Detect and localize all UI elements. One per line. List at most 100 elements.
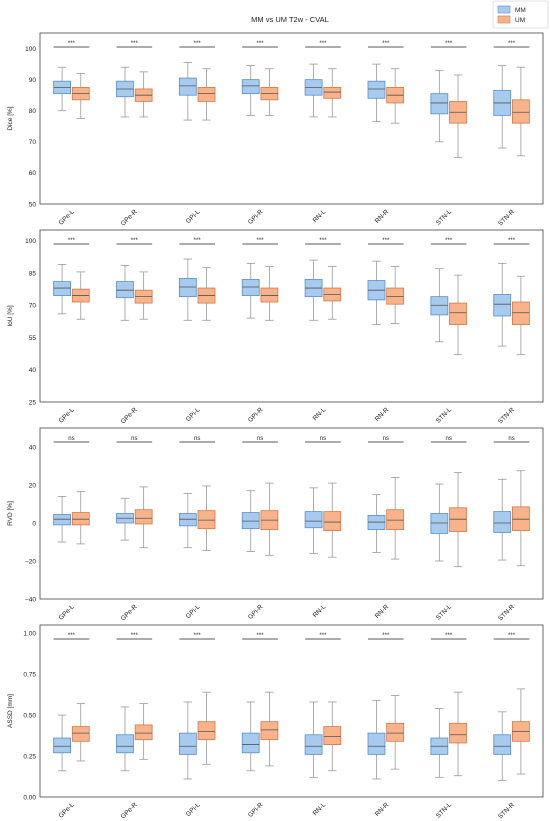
y-tick-label: 0.00 [23, 794, 36, 801]
box-um-rn-r [386, 476, 405, 560]
x-tick-label-stn-l: STN-L [435, 208, 454, 227]
box-iqr [512, 506, 530, 532]
box-iqr [449, 722, 467, 744]
significance-label-gpi-r: ns [257, 436, 263, 442]
figure-title: MM vs UM T2w - CVAL [251, 15, 329, 24]
plot-frame [39, 427, 544, 600]
y-tick-label: 70 [29, 139, 37, 146]
box-um-rn-r [386, 695, 405, 770]
box-iqr [197, 510, 216, 530]
y-tick-label: −40 [25, 596, 36, 603]
x-tick-label-gpe-r: GPe-R [120, 801, 139, 820]
box-mm-rn-l [304, 63, 323, 118]
plot-frame [39, 32, 544, 205]
legend-label-mm: MM [515, 7, 526, 14]
box-mm-stn-l [430, 708, 449, 778]
box-um-gpi-r [260, 482, 279, 556]
box-um-gpe-r [134, 71, 153, 118]
plot-frame [39, 624, 544, 798]
y-tick-label: 0 [32, 520, 36, 527]
y-tick-label: 40 [29, 367, 37, 374]
y-tick-label: 25 [29, 399, 37, 406]
box-um-gpe-r [134, 271, 153, 320]
y-tick-label: 80 [29, 108, 37, 115]
y-axis-label: ASSD [mm] [7, 694, 14, 728]
box-iqr [430, 296, 449, 316]
y-tick-label: 85 [29, 270, 37, 277]
x-tick-label-gpi-r: GPi-R [247, 603, 265, 621]
significance-label-gpi-l: *** [194, 238, 202, 244]
box-um-gpe-l [71, 491, 90, 545]
box-mm-stn-r [493, 478, 512, 561]
box-um-gpi-l [197, 485, 216, 551]
significance-label-stn-r: *** [508, 41, 516, 47]
panel-assd-mm-: 0.00 0.25 0.50 0.75 1.00 ASSD [mm] GPe-L *** GPe… [7, 624, 544, 820]
significance-label-gpe-r: *** [131, 41, 139, 47]
box-iqr [71, 726, 90, 742]
box-iqr [449, 302, 467, 326]
y-tick-label: 60 [29, 170, 37, 177]
y-axis-label: Dice [%] [7, 106, 14, 130]
chart-panels: 50 60 70 80 90 100 Dice [%] GPe-L *** GPe-R *** GPi… [7, 32, 544, 820]
box-mm-gpi-l [178, 62, 197, 121]
box-iqr [386, 722, 405, 742]
box-um-stn-r [512, 275, 530, 356]
box-mm-gpe-r [116, 265, 134, 321]
box-iqr [197, 87, 216, 102]
y-axis-label: RVD [%] [7, 501, 14, 526]
box-iqr [260, 721, 279, 741]
y-tick-label: 90 [29, 77, 37, 84]
panel-dice-: 50 60 70 80 90 100 Dice [%] GPe-L *** GPe-R *** GPi… [7, 32, 544, 227]
y-tick-label: 20 [29, 482, 37, 489]
x-tick-label-gpe-r: GPe-R [120, 208, 139, 227]
box-iqr [178, 77, 197, 96]
significance-label-rn-l: *** [319, 238, 327, 244]
significance-label-rn-l: *** [319, 41, 327, 47]
box-mm-rn-l [304, 701, 323, 778]
plot-frame [39, 229, 544, 403]
legend: MM UM [492, 0, 549, 29]
box-um-gpe-l [71, 703, 90, 762]
box-iqr [430, 93, 449, 115]
box-um-rn-l [323, 266, 342, 320]
box-um-gpe-r [134, 486, 153, 549]
box-iqr [304, 734, 323, 755]
box-iqr [241, 732, 260, 754]
x-tick-label-gpi-l: GPi-L [185, 406, 202, 423]
box-iqr [512, 301, 530, 325]
significance-label-rn-r: ns [383, 436, 389, 442]
x-tick-label-stn-l: STN-L [435, 406, 454, 425]
y-tick-label: 70 [29, 303, 37, 310]
box-iqr [241, 79, 260, 95]
box-iqr [116, 281, 134, 299]
legend-swatch-um [497, 15, 511, 24]
significance-label-gpe-r: *** [131, 238, 139, 244]
box-iqr [449, 507, 467, 532]
x-tick-label-gpi-l: GPi-L [185, 208, 202, 225]
box-iqr [323, 726, 342, 745]
significance-label-rn-r: *** [382, 238, 390, 244]
box-iqr [134, 509, 153, 525]
box-iqr [178, 277, 197, 298]
significance-label-gpi-l: *** [194, 633, 202, 639]
significance-label-stn-l: ns [446, 436, 452, 442]
box-mm-rn-l [304, 259, 323, 321]
box-iqr [134, 724, 153, 741]
significance-label-gpe-l: ns [68, 436, 74, 442]
significance-label-gpi-l: *** [194, 41, 202, 47]
box-iqr [197, 721, 216, 741]
box-mm-gpe-l [53, 263, 71, 315]
x-tick-label-stn-r: STN-R [497, 801, 516, 820]
box-mm-gpi-l [178, 258, 197, 321]
x-tick-label-gpi-r: GPi-R [247, 801, 265, 819]
box-mm-gpi-r [241, 490, 260, 552]
box-um-gpi-r [260, 68, 279, 116]
box-mm-gpi-l [178, 493, 197, 549]
significance-label-rn-l: *** [319, 633, 327, 639]
box-mm-stn-r [493, 711, 512, 782]
box-um-stn-l [449, 691, 467, 777]
x-tick-label-stn-r: STN-R [497, 406, 516, 425]
box-iqr [71, 512, 90, 526]
x-tick-label-rn-l: RN-L [312, 208, 328, 224]
y-tick-label: 40 [29, 444, 37, 451]
